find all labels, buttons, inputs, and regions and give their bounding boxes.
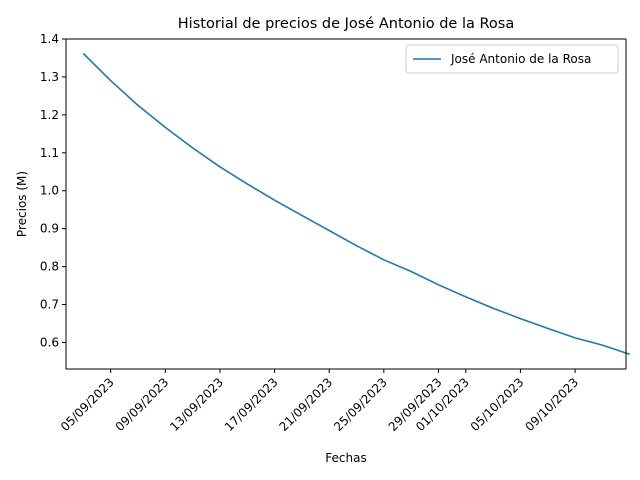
y-tick-label: 1.0: [40, 184, 59, 198]
y-tick-label: 0.7: [40, 298, 59, 312]
legend: José Antonio de la Rosa: [405, 44, 619, 74]
axes-frame: [65, 38, 627, 370]
y-tick-label: 1.1: [40, 146, 59, 160]
y-tick-label: 0.8: [40, 260, 59, 274]
legend-label: José Antonio de la Rosa: [450, 52, 591, 66]
y-tick-label: 1.2: [40, 108, 59, 122]
y-tick-label: 0.9: [40, 222, 59, 236]
x-axis-label: Fechas: [325, 451, 366, 465]
y-tick-label: 1.3: [40, 70, 59, 84]
y-tick-label: 1.4: [40, 32, 59, 46]
y-tick-label: 0.6: [40, 335, 59, 349]
chart-title: Historial de precios de José Antonio de …: [178, 16, 514, 32]
plot-area: [82, 52, 630, 355]
legend-box: [405, 44, 619, 74]
y-axis-label: Precios (M): [15, 171, 29, 237]
y-axis: 0.6 0.7 0.8 0.9 1.0 1.1 1.2 1.3 1.4: [40, 32, 66, 349]
